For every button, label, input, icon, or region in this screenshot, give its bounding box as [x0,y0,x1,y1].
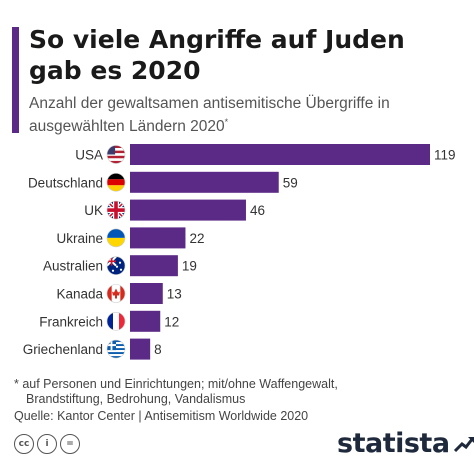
bar-row: Frankreich 12 [39,310,179,332]
bar-row: Ukraine 22 [56,227,204,249]
value-label: 8 [154,342,162,357]
footnote: * auf Personen und Einrichtungen; mit/oh… [14,377,454,407]
statista-wordmark: statista [337,428,450,459]
ukraine-flag-icon [106,228,126,248]
statista-logo-icon [453,436,474,452]
no-derivatives-icon[interactable]: = [60,434,80,454]
subtitle-footnote-marker: * [224,117,229,127]
value-label: 19 [182,259,197,274]
category-label: UK [84,203,103,218]
chart-title: So viele Angriffe auf Juden gab es 2020 [29,25,405,85]
bar [130,227,186,249]
value-label: 119 [434,148,456,163]
uk-flag-icon [106,200,126,220]
france-flag-icon [106,312,126,331]
bar-row: Kanada 13 [56,283,182,304]
category-label: Ukraine [56,231,103,246]
attribution-icon[interactable]: i [37,434,57,454]
bar-row: Deutschland 59 [28,171,298,193]
greece-flag-icon [106,339,126,359]
bar-row: UK 46 [84,199,265,221]
category-label: Deutschland [28,175,103,190]
bar [130,144,430,165]
subtitle-text: Anzahl der gewaltsamen antisemitische Üb… [29,95,390,136]
category-label: Frankreich [39,314,103,329]
bar-chart: USA 119 Deutschland 59 UK 46 Ukraine 22 Australi… [23,144,456,360]
chart-subtitle: Anzahl der gewaltsamen antisemitische Üb… [29,94,459,136]
bar-row: Australien 19 [43,255,197,277]
bar [130,283,163,304]
australia-flag-icon [106,256,126,275]
us-flag-icon [106,145,126,164]
germany-flag-icon [106,172,126,192]
bar [130,310,161,332]
license-icons[interactable]: cc i = [14,434,80,456]
category-label: Griechenland [23,342,103,357]
bar-row: Griechenland 8 [23,338,162,360]
footnote-line-1: * auf Personen und Einrichtungen; mit/oh… [14,377,338,391]
bar [130,171,279,193]
value-label: 13 [167,287,182,302]
creative-commons-icon[interactable]: cc [14,434,34,454]
category-label: Kanada [56,287,103,302]
bar [130,338,151,360]
category-label: USA [75,148,103,163]
source-note: Quelle: Kantor Center | Antisemitism Wor… [14,409,309,423]
bar [130,199,246,221]
bar [130,255,178,277]
title-accent-bar [12,27,19,133]
value-label: 46 [250,203,265,218]
footnote-line-2: Brandstiftung, Bedrohung, Vandalismus [26,392,246,406]
value-label: 22 [189,231,204,246]
statista-logo[interactable]: statista [337,428,474,459]
value-label: 12 [164,314,179,329]
bar-row: USA 119 [75,144,456,165]
category-label: Australien [43,259,103,274]
value-label: 59 [283,175,298,190]
canada-flag-icon [106,284,126,303]
